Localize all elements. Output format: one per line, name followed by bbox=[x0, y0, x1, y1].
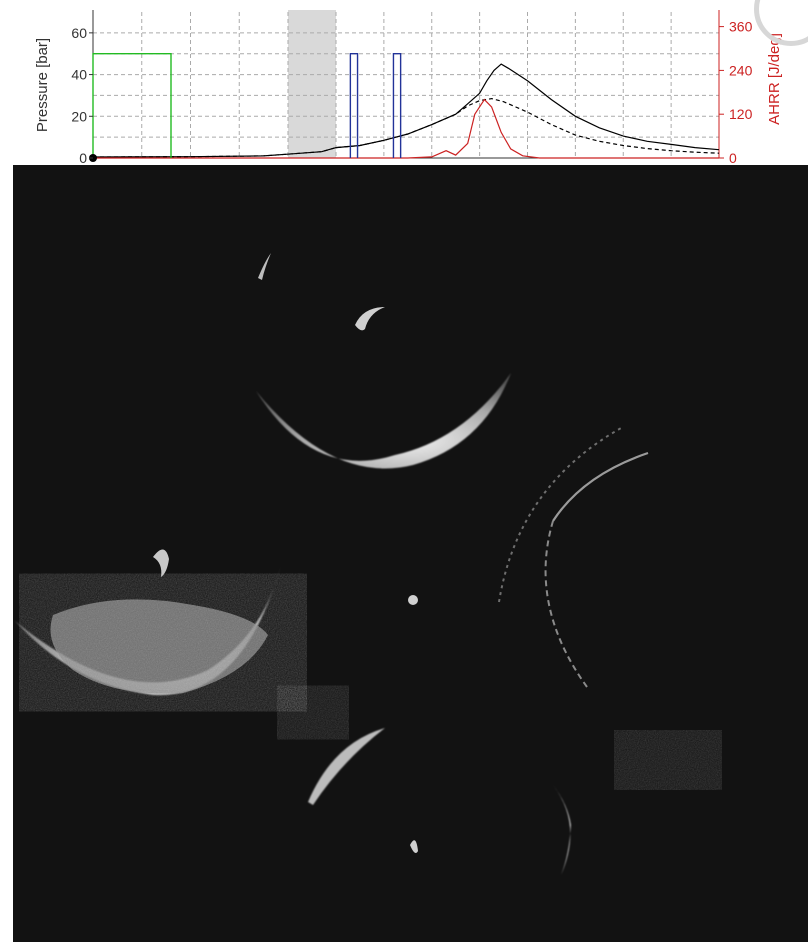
combustion-image-drawing bbox=[15, 253, 713, 875]
flame-sliver-2 bbox=[355, 307, 385, 331]
flame-sliver-4 bbox=[410, 840, 418, 853]
flame-noise-center bbox=[283, 690, 343, 735]
y-right-tick-label: 360 bbox=[729, 19, 753, 35]
combustion-image bbox=[13, 165, 808, 942]
flame-arc-right-1 bbox=[498, 426, 624, 603]
pressure-ahrr-chart: 02040600120240360-240-220-200-180-160-60… bbox=[34, 10, 783, 197]
series-0-line bbox=[92, 63, 720, 158]
series-5-pulse bbox=[392, 53, 402, 158]
flame-dot bbox=[408, 595, 418, 605]
corner-logo-ring-icon bbox=[754, 0, 808, 46]
axis-break-shaded-region bbox=[288, 10, 336, 158]
y-right-tick-label: 240 bbox=[729, 62, 753, 78]
y-left-axis-label: Pressure [bar] bbox=[34, 38, 51, 132]
y-left-tick-label: 0 bbox=[79, 150, 87, 166]
flame-arc-bottom-right bbox=[553, 785, 571, 875]
series-3-pulse bbox=[92, 53, 172, 158]
flame-arc-right-3 bbox=[544, 520, 588, 688]
y-right-tick-label: 0 bbox=[729, 150, 737, 166]
flame-noise-right bbox=[623, 735, 713, 785]
flame-sliver-1 bbox=[258, 253, 271, 280]
y-right-tick-label: 120 bbox=[729, 106, 753, 122]
y-left-tick-label: 60 bbox=[71, 25, 87, 41]
flame-arc-bottom-left bbox=[308, 728, 385, 805]
series-1-line bbox=[92, 97, 720, 158]
y-right-axis-label: AHRR [J/deg] bbox=[766, 33, 783, 125]
flame-cloud-noise bbox=[43, 585, 283, 700]
y-left-tick-label: 40 bbox=[71, 67, 87, 83]
flame-arc-top-center bbox=[256, 373, 511, 469]
flame-sliver-3 bbox=[153, 549, 169, 577]
flame-arc-right-2 bbox=[552, 451, 649, 522]
series-4-pulse bbox=[349, 53, 359, 158]
series-2-line bbox=[93, 98, 719, 159]
y-left-tick-label: 20 bbox=[71, 108, 87, 124]
